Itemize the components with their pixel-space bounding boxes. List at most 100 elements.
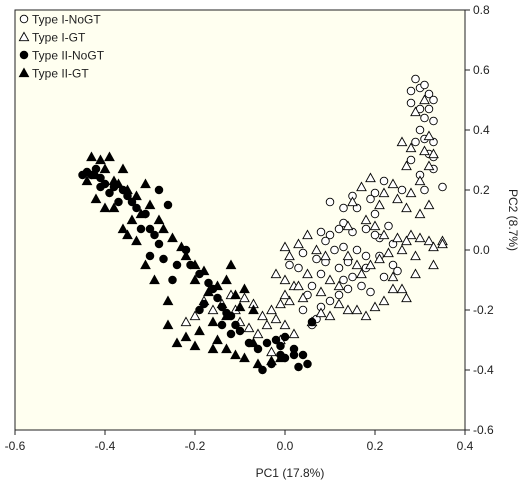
point-type-i-gt bbox=[423, 235, 435, 246]
point-type-i-gt bbox=[288, 328, 300, 339]
point-type-i-gt bbox=[333, 280, 345, 291]
point-type-ii-nogt bbox=[271, 335, 281, 345]
point-type-i-gt bbox=[396, 136, 408, 147]
point-type-i-nogt bbox=[393, 266, 402, 276]
point-type-ii-nogt bbox=[231, 320, 240, 330]
point-type-i-gt bbox=[423, 130, 435, 141]
point-type-ii-gt bbox=[212, 334, 223, 345]
legend-label: Type II-NoGT bbox=[32, 49, 105, 63]
point-type-i-gt bbox=[414, 208, 426, 219]
point-type-i-gt bbox=[369, 220, 381, 231]
point-type-i-nogt bbox=[379, 176, 389, 186]
point-type-i-nogt bbox=[388, 260, 398, 270]
point-type-i-gt bbox=[243, 322, 255, 333]
point-type-i-gt bbox=[356, 268, 367, 279]
point-type-i-nogt bbox=[406, 86, 416, 96]
point-type-i-gt bbox=[207, 304, 219, 315]
point-type-ii-gt bbox=[113, 178, 124, 189]
point-type-ii-gt bbox=[126, 214, 138, 225]
point-type-ii-gt bbox=[225, 259, 237, 270]
point-type-ii-nogt bbox=[298, 350, 308, 360]
point-type-i-gt bbox=[239, 292, 250, 303]
point-type-i-gt bbox=[356, 181, 367, 192]
point-type-ii-nogt bbox=[217, 320, 227, 330]
point-type-i-gt bbox=[189, 310, 201, 321]
point-type-i-gt bbox=[410, 268, 421, 279]
point-type-i-nogt bbox=[429, 95, 438, 105]
y-tick-label: -0.2 bbox=[473, 303, 494, 317]
point-type-i-nogt bbox=[312, 254, 321, 264]
point-type-ii-gt bbox=[90, 169, 102, 180]
point-type-ii-gt bbox=[108, 202, 120, 213]
point-type-i-gt bbox=[423, 199, 435, 210]
point-type-i-nogt bbox=[420, 80, 429, 90]
point-type-i-gt bbox=[279, 241, 291, 252]
point-type-i-gt bbox=[342, 304, 354, 315]
point-type-i-nogt bbox=[379, 272, 389, 282]
point-type-ii-gt bbox=[248, 337, 259, 348]
point-type-i-nogt bbox=[438, 182, 447, 192]
point-type-i-nogt bbox=[420, 185, 429, 195]
point-type-ii-nogt bbox=[303, 359, 312, 369]
point-type-i-gt bbox=[284, 295, 295, 306]
point-type-ii-nogt bbox=[132, 203, 141, 213]
point-type-i-gt bbox=[374, 199, 385, 210]
point-type-i-nogt bbox=[415, 125, 425, 135]
point-type-ii-gt bbox=[212, 280, 223, 291]
point-type-i-gt bbox=[428, 259, 439, 270]
point-type-ii-nogt bbox=[154, 239, 164, 249]
point-type-ii-gt bbox=[140, 178, 151, 189]
point-type-i-nogt bbox=[406, 155, 416, 165]
point-type-i-nogt bbox=[357, 281, 366, 291]
point-type-ii-gt bbox=[104, 151, 115, 162]
point-type-i-nogt bbox=[406, 98, 416, 108]
point-type-i-nogt bbox=[370, 230, 380, 240]
point-type-ii-gt bbox=[198, 265, 210, 276]
point-type-i-gt bbox=[378, 229, 390, 240]
point-type-i-gt bbox=[414, 175, 426, 186]
point-type-i-gt bbox=[297, 292, 309, 303]
point-type-i-gt bbox=[396, 244, 408, 255]
point-type-i-nogt bbox=[361, 251, 371, 261]
point-type-i-gt bbox=[351, 259, 363, 270]
point-type-i-gt bbox=[315, 307, 327, 318]
point-type-ii-gt bbox=[171, 337, 183, 348]
point-type-ii-gt bbox=[167, 232, 178, 243]
point-type-ii-gt bbox=[131, 190, 142, 201]
point-type-ii-gt bbox=[248, 304, 259, 315]
point-type-ii-gt bbox=[162, 319, 174, 330]
point-type-ii-nogt bbox=[289, 350, 299, 360]
x-tick-label: -0.6 bbox=[5, 439, 26, 453]
point-type-i-nogt bbox=[316, 269, 326, 279]
point-type-ii-gt bbox=[86, 151, 97, 162]
point-type-i-gt bbox=[410, 250, 421, 261]
point-type-ii-gt bbox=[99, 202, 111, 213]
point-type-ii-nogt bbox=[172, 260, 182, 270]
y-tick-label: 0.0 bbox=[473, 243, 490, 257]
point-type-ii-gt bbox=[153, 214, 165, 225]
point-type-ii-gt bbox=[149, 274, 160, 285]
legend: Type I-NoGT Type I-GT Type II-NoGT Type II-… bbox=[18, 13, 105, 81]
x-tick-label: 0.0 bbox=[277, 439, 294, 453]
legend-label: Type I-NoGT bbox=[32, 13, 101, 27]
point-type-i-gt bbox=[428, 241, 439, 252]
point-type-i-nogt bbox=[366, 287, 375, 297]
point-type-i-gt bbox=[387, 271, 399, 282]
point-type-ii-gt bbox=[117, 163, 129, 174]
point-type-ii-gt bbox=[189, 259, 201, 270]
point-type-i-gt bbox=[405, 229, 417, 240]
point-type-i-nogt bbox=[370, 188, 380, 198]
point-type-ii-gt bbox=[180, 250, 192, 261]
point-type-i-gt bbox=[293, 280, 304, 291]
point-type-ii-gt bbox=[140, 259, 151, 270]
x-tick-label: -0.4 bbox=[95, 439, 116, 453]
point-type-i-nogt bbox=[411, 137, 420, 147]
point-type-i-nogt bbox=[325, 197, 335, 207]
point-type-ii-gt bbox=[252, 358, 264, 369]
point-type-i-gt bbox=[347, 196, 358, 207]
point-type-i-nogt bbox=[325, 296, 335, 306]
point-type-ii-gt bbox=[230, 289, 241, 300]
y-tick-label: 0.2 bbox=[473, 183, 490, 197]
point-type-ii-gt bbox=[194, 325, 205, 336]
legend-label: Type I-GT bbox=[32, 31, 86, 45]
